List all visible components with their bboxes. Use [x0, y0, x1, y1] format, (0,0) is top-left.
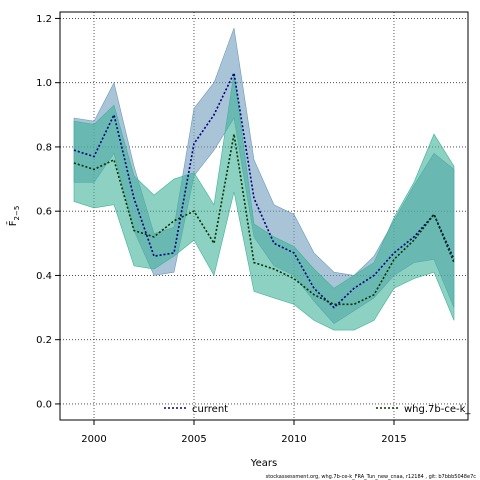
y-axis-title-group: F̄2−5: [6, 206, 21, 227]
y-axis: 0.0 0.2 0.4 0.6 0.8 1.0 1.2: [36, 14, 60, 410]
y-tick-label: 0.2: [36, 335, 52, 346]
x-axis: 2000 2005 2010 2015: [81, 420, 407, 445]
y-axis-title: F̄: [6, 220, 19, 226]
x-tick-label: 2015: [381, 434, 406, 445]
legend-label-current: current: [192, 404, 228, 415]
y-tick-label: 1.0: [36, 78, 52, 89]
series-lines: [73, 70, 455, 309]
y-tick-label: 1.2: [36, 14, 52, 25]
x-tick-label: 2005: [181, 434, 206, 445]
band-whg-7b-ce-k: [73, 72, 455, 331]
y-axis-title-subscript: 2−5: [13, 206, 21, 221]
y-tick-label: 0.4: [36, 271, 52, 282]
y-tick-label: 0.6: [36, 207, 52, 218]
x-axis-title: Years: [250, 458, 277, 469]
x-tick-label: 2000: [81, 434, 106, 445]
footer-credit: stockassessment.org, whg.7b-ce-k_FRA_Tun…: [266, 474, 477, 480]
plot-frame: [59, 11, 469, 421]
legend-label-whg: whg.7b-ce-k_: [404, 404, 471, 415]
svg-text:F̄2−5: F̄2−5: [6, 206, 21, 227]
legend: current whg.7b-ce-k_: [164, 404, 471, 415]
x-tick-label: 2010: [281, 434, 306, 445]
y-tick-label: 0.8: [36, 142, 52, 153]
y-tick-label: 0.0: [36, 399, 52, 410]
confidence-bands: [73, 27, 455, 331]
series-line-whg-7b-ce-k: [73, 133, 455, 306]
